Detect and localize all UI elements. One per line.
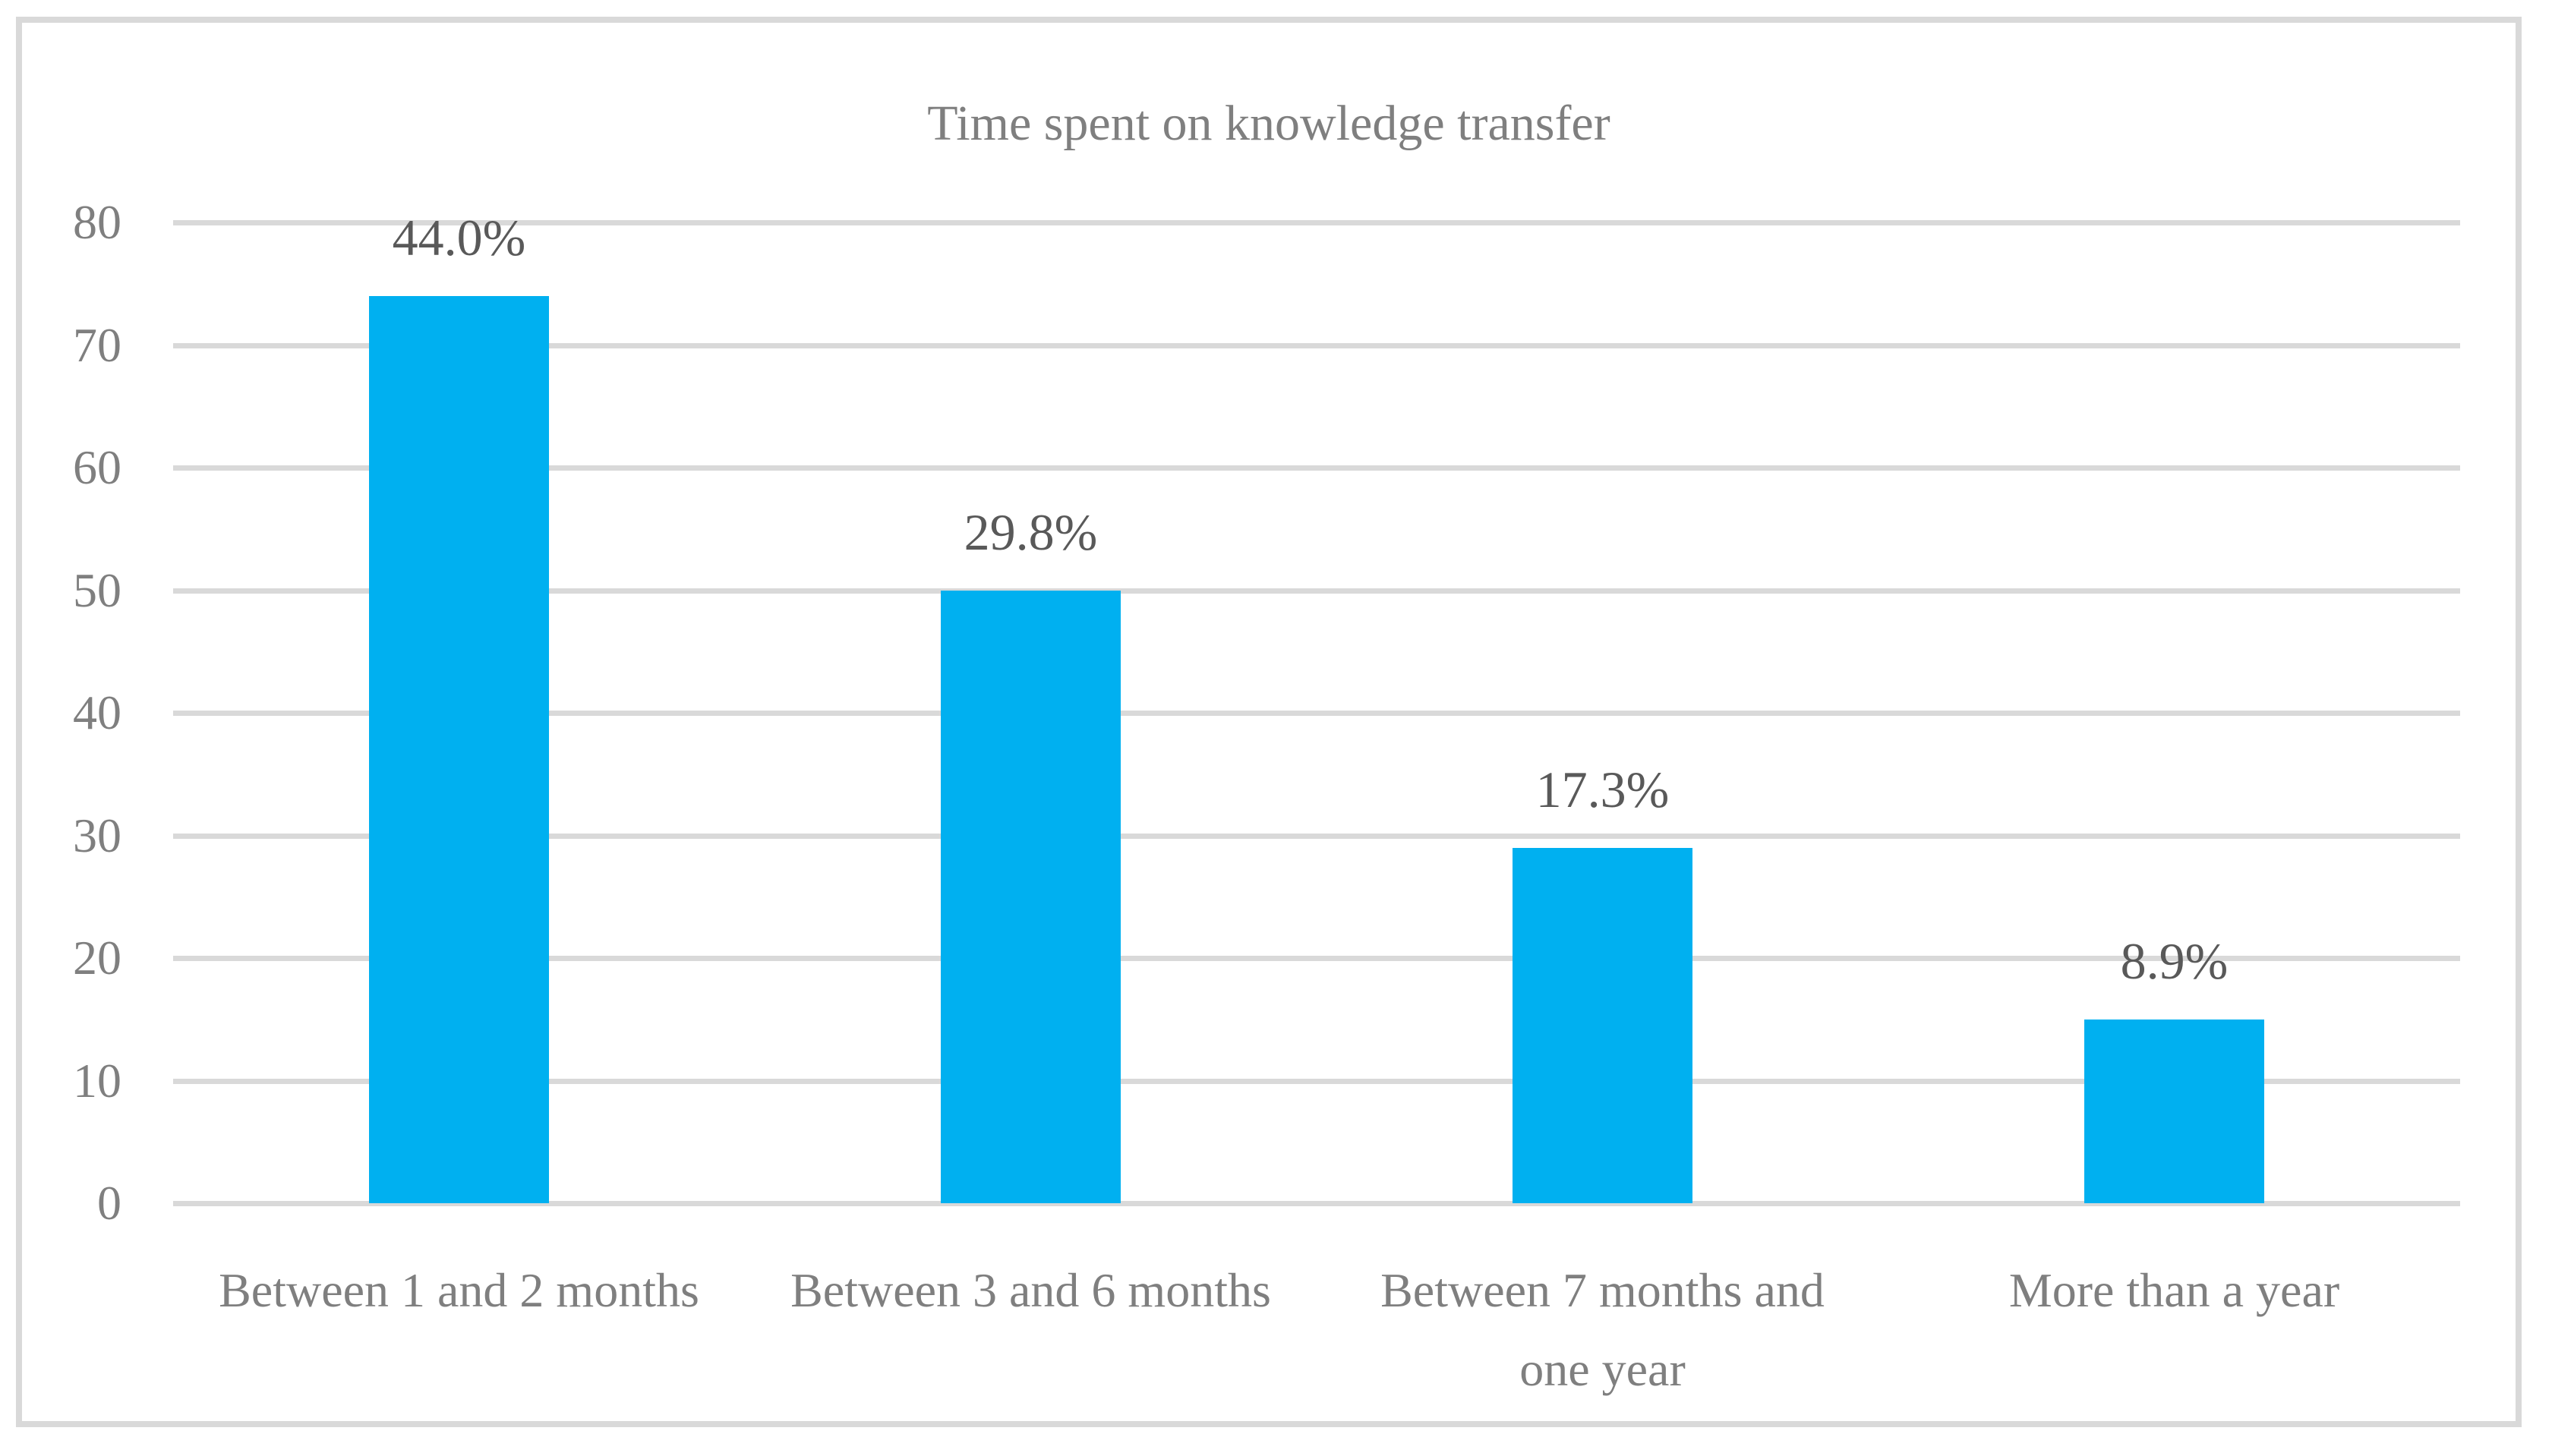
y-axis-tick-label: 70 [73,317,121,372]
gridline-y-70 [173,342,2460,348]
bar [941,590,1121,1203]
gridline-y-0 [173,1201,2460,1206]
y-axis-tick-label: 60 [73,440,121,494]
gridline-y-80 [173,220,2460,225]
data-label: 44.0% [392,208,526,266]
y-axis-tick-label: 10 [73,1053,121,1108]
bar [369,295,549,1203]
data-label: 8.9% [2120,931,2229,990]
chart-title: Time spent on knowledge transfer [927,96,1610,151]
bar [1513,847,1692,1203]
y-axis-tick-label: 30 [73,808,121,862]
gridline-y-50 [173,588,2460,594]
x-axis-category-label: Between 1 and 2 months [219,1263,699,1317]
data-label: 17.3% [1535,760,1670,818]
x-axis-category-label: Between 7 months and one year [1380,1263,1825,1396]
bar [2084,1019,2264,1203]
gridline-y-20 [173,956,2460,961]
y-axis-tick-label: 40 [73,685,121,739]
y-axis-tick-label: 0 [97,1176,121,1230]
data-label: 29.8% [964,503,1098,561]
x-axis-category-label: Between 3 and 6 months [790,1263,1271,1317]
gridline-y-60 [173,465,2460,471]
y-axis-tick-label: 80 [73,195,121,249]
gridline-y-30 [173,833,2460,839]
y-axis-tick-label: 50 [73,563,121,617]
gridline-y-10 [173,1078,2460,1084]
y-axis-tick-label: 20 [73,931,121,985]
x-axis-category-label: More than a year [2008,1263,2340,1317]
gridline-y-40 [173,711,2460,716]
